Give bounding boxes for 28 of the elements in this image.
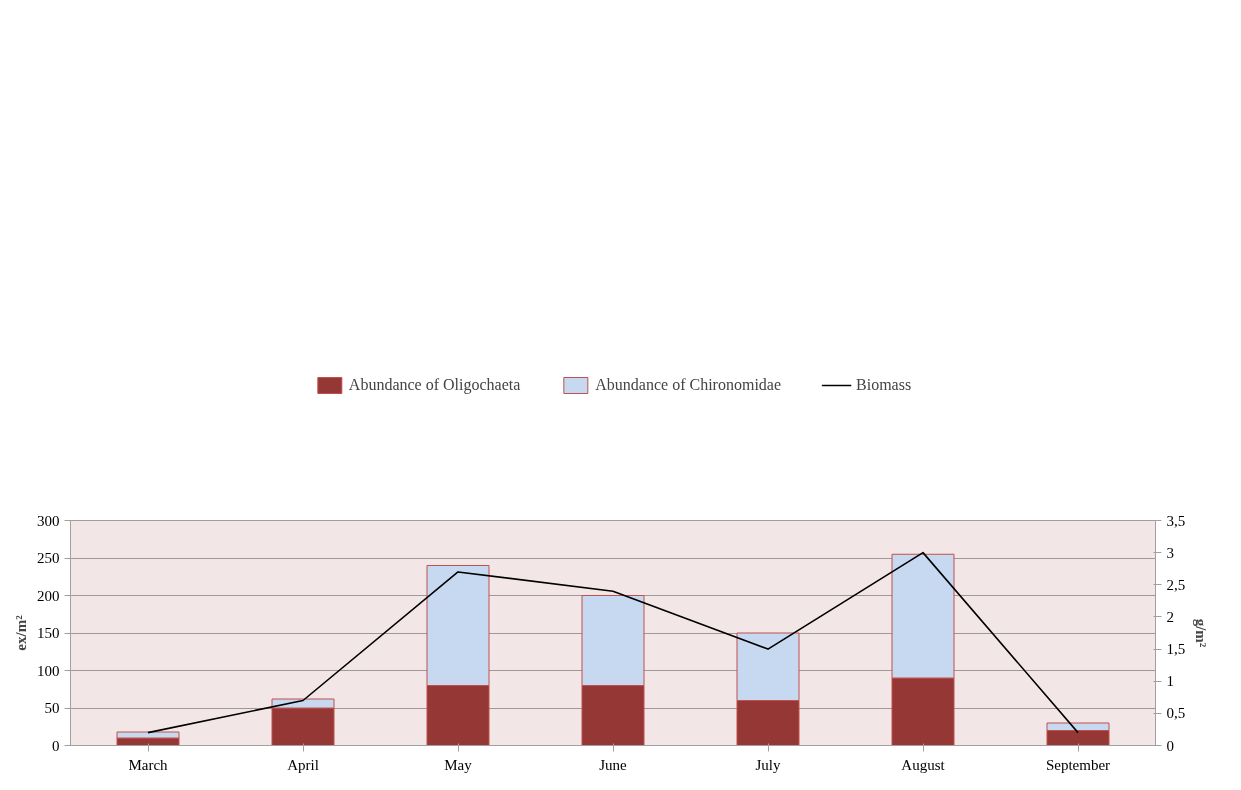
x-tick-label: August bbox=[901, 756, 946, 773]
y2-tick-label: 2,5 bbox=[1166, 576, 1186, 593]
legend-label: Abundance of Oligochaeta bbox=[348, 376, 521, 394]
x-tick-label: June bbox=[599, 756, 628, 773]
y-tick-label: 250 bbox=[37, 550, 60, 566]
y-tick-label: 200 bbox=[37, 587, 60, 604]
y2-tick-label: 0,5 bbox=[1166, 705, 1186, 722]
y2-axis-title: g/m² bbox=[1193, 618, 1210, 648]
y-axis-title: ex/m² bbox=[13, 614, 29, 651]
y2-tick-label: 2 bbox=[1166, 608, 1174, 625]
y-tick-label: 100 bbox=[37, 662, 60, 679]
x-tick-label: May bbox=[444, 756, 473, 773]
y-tick-label: 50 bbox=[44, 700, 60, 716]
x-tick-label: March bbox=[128, 756, 169, 773]
y2-tick-label: 3,5 bbox=[1166, 512, 1186, 529]
y2-tick-label: 3 bbox=[1166, 544, 1174, 561]
y2-tick-label: 1 bbox=[1166, 673, 1174, 690]
x-tick-label: September bbox=[1045, 756, 1111, 773]
x-tick-label: July bbox=[755, 756, 781, 773]
y-tick-label: 300 bbox=[37, 512, 60, 529]
y-tick-label: 0 bbox=[52, 737, 60, 754]
line-series bbox=[147, 551, 1079, 734]
legend-label: Abundance of Chironomidae bbox=[595, 376, 782, 394]
legend-label: Biomass bbox=[856, 376, 912, 394]
y2-tick-label: 0 bbox=[1166, 737, 1174, 754]
y2-tick-label: 1,5 bbox=[1166, 641, 1186, 658]
y-tick-label: 150 bbox=[37, 625, 60, 641]
x-tick-label: April bbox=[287, 756, 319, 773]
